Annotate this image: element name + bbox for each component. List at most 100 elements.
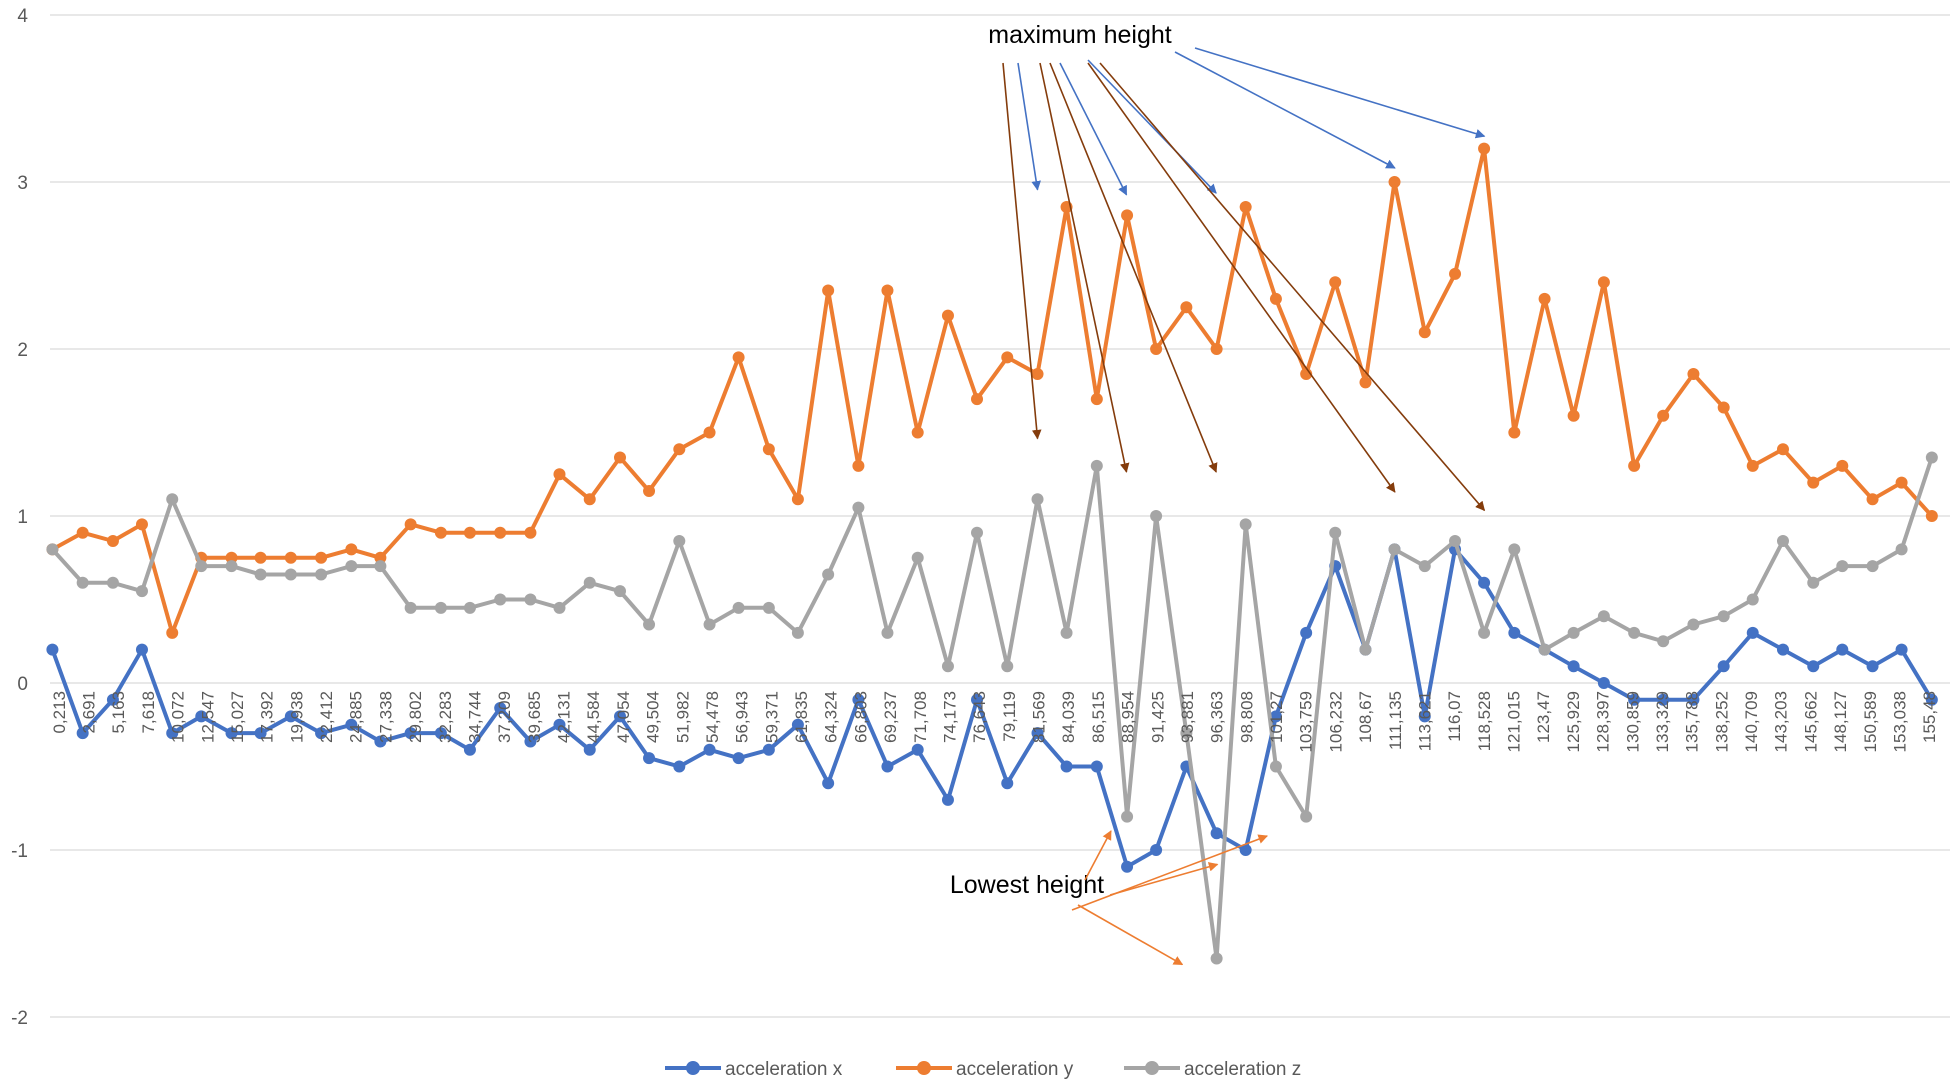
x-tick-label: 56,943 [733, 691, 752, 743]
data-point [404, 727, 417, 740]
annotation-arrow [1099, 62, 1486, 512]
data-point [284, 568, 297, 581]
data-point [1866, 660, 1879, 673]
data-point [673, 535, 686, 548]
data-point [1776, 535, 1789, 548]
x-tick-label: 76,643 [970, 691, 989, 743]
x-tick-label: 61,835 [792, 691, 811, 743]
data-point [643, 752, 656, 765]
data-point [315, 568, 328, 581]
annotation-arrow [1109, 862, 1219, 896]
x-tick-label: 39,685 [525, 691, 544, 743]
x-tick-label: 54,478 [703, 691, 722, 743]
data-point [583, 743, 596, 756]
data-point [1180, 301, 1193, 314]
data-point [1567, 409, 1580, 422]
data-point [643, 484, 656, 497]
data-point [1538, 643, 1551, 656]
data-point [1269, 292, 1282, 305]
data-point [791, 718, 804, 731]
data-point [1388, 543, 1401, 556]
data-point [1329, 276, 1342, 289]
x-tick-label: 155,48 [1920, 691, 1939, 743]
data-point [1239, 201, 1252, 214]
data-point [1657, 693, 1670, 706]
data-point [524, 735, 537, 748]
data-point [315, 551, 328, 564]
x-tick-label: 103,759 [1297, 691, 1316, 752]
x-tick-label: 153,038 [1890, 691, 1909, 752]
x-tick-label: 59,371 [762, 691, 781, 743]
x-tick-label: 86,515 [1089, 691, 1108, 743]
data-point [1239, 844, 1252, 856]
data-point [254, 727, 267, 740]
data-point [166, 626, 179, 639]
data-point [1210, 343, 1223, 355]
data-point [106, 576, 119, 589]
x-tick-label: 15,027 [228, 691, 247, 743]
x-tick-label: 24,885 [347, 691, 366, 743]
data-point [1210, 827, 1223, 840]
data-point [1538, 292, 1551, 305]
data-point [166, 727, 179, 740]
annotation-arrow [1194, 47, 1486, 139]
data-point [1150, 343, 1163, 355]
x-tick-label: 10,072 [169, 691, 188, 743]
data-point [1031, 368, 1044, 381]
data-point [1895, 643, 1908, 656]
data-point [494, 593, 507, 606]
x-tick-label: 37,209 [495, 691, 514, 743]
data-point [46, 643, 59, 656]
data-point [463, 526, 476, 539]
data-point [1269, 760, 1282, 773]
data-point [1508, 626, 1521, 639]
data-point [1150, 844, 1163, 856]
annotation-arrow [1039, 62, 1130, 473]
data-point [1508, 426, 1521, 439]
x-tick-label: 148,127 [1831, 691, 1850, 752]
data-point [1269, 710, 1282, 723]
data-point [732, 601, 745, 614]
x-tick-label: 64,324 [822, 691, 841, 743]
x-tick-label: 19,938 [287, 691, 306, 743]
series-layer [46, 142, 1938, 965]
x-tick-label: 138,252 [1712, 691, 1731, 752]
x-tick-label: 88,954 [1119, 691, 1138, 743]
data-point [1449, 535, 1462, 548]
data-point [135, 643, 148, 656]
data-point [1807, 576, 1820, 589]
data-point [404, 518, 417, 531]
data-point [494, 526, 507, 539]
data-point [1628, 459, 1641, 472]
data-point [1121, 209, 1134, 222]
x-tick-label: 22,412 [317, 691, 336, 743]
y-tick-label: 0 [17, 674, 28, 695]
data-point [941, 660, 954, 673]
data-point [881, 760, 894, 773]
data-point [822, 568, 835, 581]
data-point [1090, 459, 1103, 472]
data-point [1567, 626, 1580, 639]
x-tick-label: 84,039 [1059, 691, 1078, 743]
data-point [225, 727, 238, 740]
data-point [1060, 626, 1073, 639]
data-point [971, 393, 984, 406]
data-point [732, 752, 745, 765]
data-point [852, 459, 865, 472]
data-point [1687, 368, 1700, 381]
y-tick-label: 1 [17, 507, 28, 528]
x-tick-label: 12,547 [198, 691, 217, 743]
data-point [76, 576, 89, 589]
y-tick-label: 3 [17, 173, 28, 194]
x-tick-label: 101,27 [1267, 691, 1286, 743]
x-tick-label: 128,397 [1594, 691, 1613, 752]
x-tick-label: 66,803 [851, 691, 870, 743]
x-tick-label: 7,618 [139, 691, 158, 734]
x-tick-label: 27,338 [376, 691, 395, 743]
gridlines [50, 14, 1950, 1018]
data-point [284, 710, 297, 723]
data-point [1717, 660, 1730, 673]
data-point [76, 727, 89, 740]
data-point [941, 793, 954, 806]
legend-item: acceleration z [1124, 1059, 1301, 1080]
